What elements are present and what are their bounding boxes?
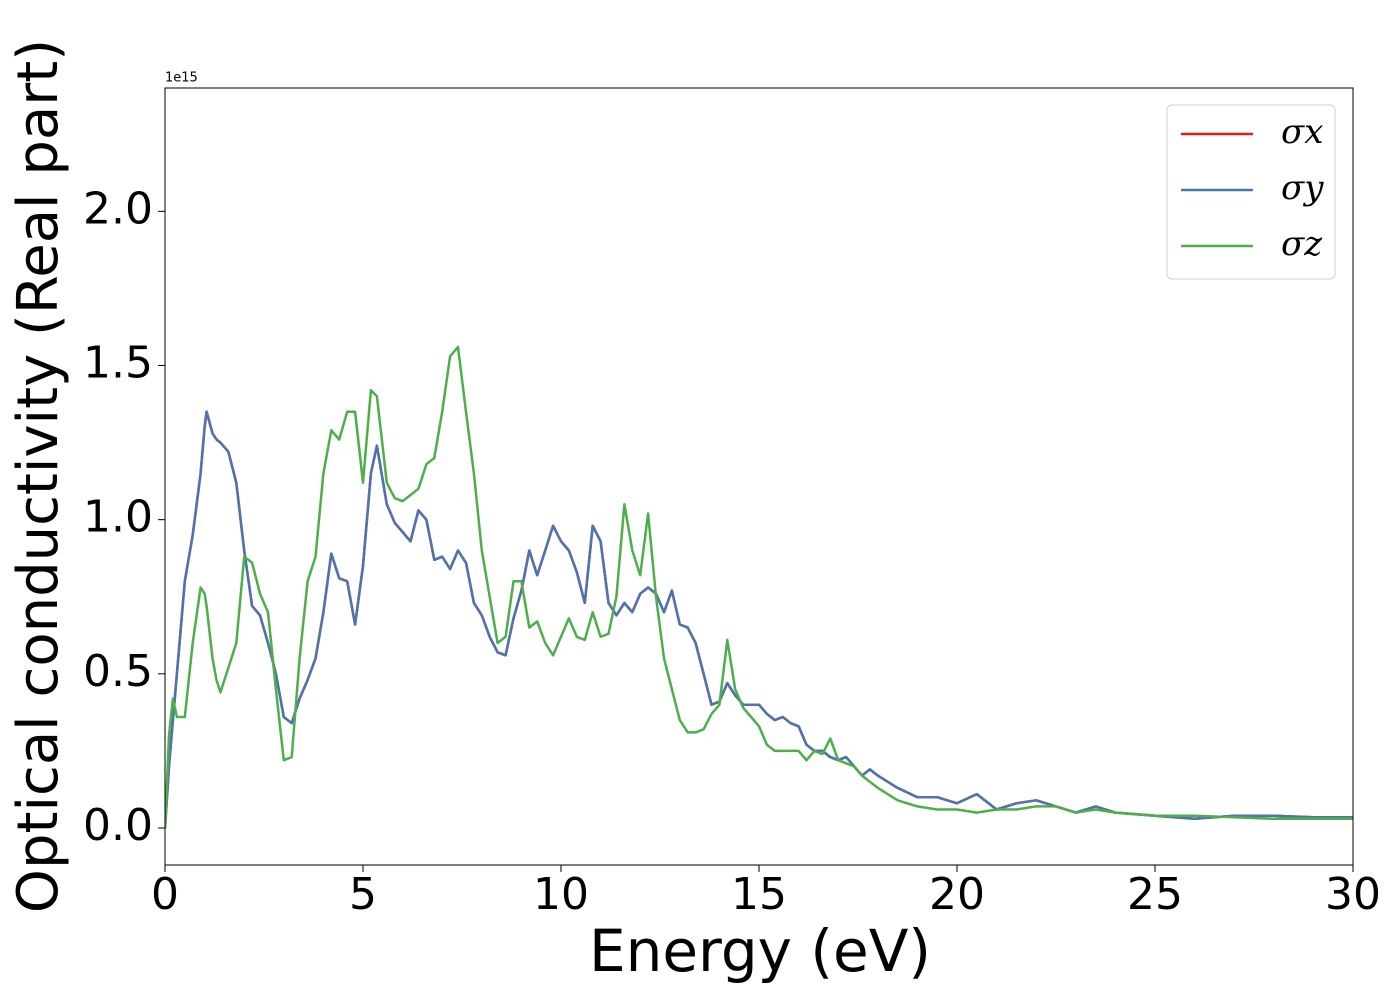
y-tick-label: 0.5 <box>83 646 153 697</box>
series-line <box>165 410 1353 829</box>
legend-label: σx <box>1281 112 1323 152</box>
y-tick-label: 0.0 <box>83 800 153 851</box>
y-tick-label: 1.0 <box>83 492 153 543</box>
series-line <box>165 410 1353 829</box>
legend-label: σz <box>1281 224 1323 264</box>
x-tick-label: 20 <box>929 869 985 920</box>
x-tick-label: 15 <box>731 869 787 920</box>
y-tick-label: 1.5 <box>83 338 153 389</box>
x-tick-label: 0 <box>151 869 179 920</box>
y-tick-label: 2.0 <box>83 183 153 234</box>
x-tick-label: 10 <box>533 869 589 920</box>
y-axis-label: Optical conductivity (Real part) <box>6 39 71 913</box>
x-tick-label: 30 <box>1325 869 1381 920</box>
plot-frame <box>164 87 1354 866</box>
series-line <box>165 345 1353 829</box>
offset-text: 1e15 <box>165 71 198 86</box>
legend-label: σy <box>1281 168 1324 208</box>
legend-box <box>1166 104 1336 280</box>
x-tick-label: 25 <box>1127 869 1183 920</box>
x-tick-label: 5 <box>349 869 377 920</box>
x-axis-label: Energy (eV) <box>589 917 931 985</box>
